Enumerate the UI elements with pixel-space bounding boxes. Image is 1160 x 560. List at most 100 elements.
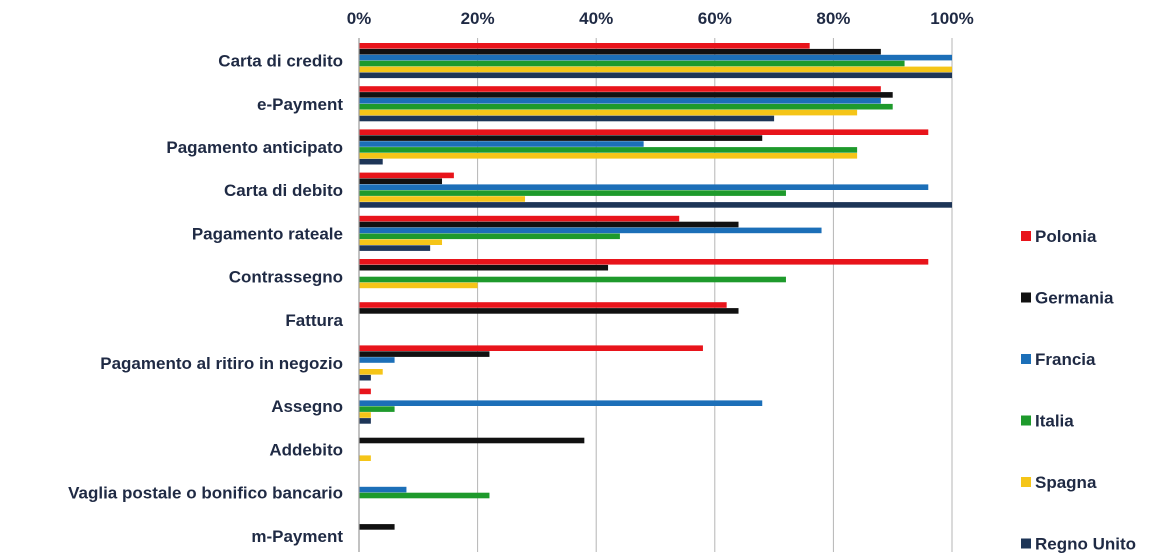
bar-regno-unito bbox=[359, 72, 952, 79]
bar-italia bbox=[359, 190, 786, 196]
category-label: Addebito bbox=[269, 440, 343, 459]
bar-polonia bbox=[359, 259, 929, 265]
bar-germania bbox=[359, 264, 609, 271]
x-tick-label: 20% bbox=[461, 9, 495, 28]
legend-label: Francia bbox=[1035, 350, 1096, 369]
bar-italia bbox=[359, 406, 395, 412]
bar-group bbox=[359, 486, 490, 499]
bar-spagna bbox=[359, 239, 443, 245]
bar-germania bbox=[359, 437, 585, 444]
bar-italia bbox=[359, 233, 620, 240]
bar-regno-unito bbox=[359, 374, 371, 381]
legend-item: Polonia bbox=[1021, 227, 1097, 246]
x-axis-ticks: 0% 20% 40% 60% 80% 100% bbox=[347, 9, 974, 28]
category-label: Contrassegno bbox=[229, 268, 343, 287]
bar-polonia bbox=[359, 43, 810, 49]
bar-spagna bbox=[359, 153, 858, 159]
legend-swatch bbox=[1021, 415, 1031, 426]
legend: Polonia Germania Francia Italia Spagna Regno … bbox=[1021, 227, 1136, 554]
x-tick-label: 80% bbox=[816, 9, 850, 28]
legend-item: Italia bbox=[1021, 412, 1074, 431]
category-label: e-Payment bbox=[257, 95, 343, 114]
bar-group bbox=[359, 302, 739, 314]
category-label: m-Payment bbox=[251, 527, 343, 546]
bar-spagna bbox=[359, 455, 371, 461]
bar-italia bbox=[359, 60, 905, 67]
bar-group bbox=[359, 524, 395, 530]
bar-group bbox=[359, 129, 929, 165]
legend-item: Regno Unito bbox=[1021, 535, 1136, 554]
legend-item: Francia bbox=[1021, 350, 1096, 369]
bar-regno-unito bbox=[359, 418, 371, 424]
bar-regno-unito bbox=[359, 245, 431, 251]
bar-polonia bbox=[359, 86, 881, 92]
x-tick-label: 40% bbox=[579, 9, 613, 28]
bar-germania bbox=[359, 48, 881, 55]
bar-group bbox=[359, 86, 893, 122]
bar-germania bbox=[359, 308, 739, 314]
category-label: Pagamento anticipato bbox=[166, 138, 343, 157]
grid-lines bbox=[477, 38, 953, 552]
legend-label: Italia bbox=[1035, 412, 1074, 431]
bar-germania bbox=[359, 524, 395, 530]
bar-spagna bbox=[359, 109, 858, 116]
bar-polonia bbox=[359, 302, 727, 308]
x-tick-label: 100% bbox=[930, 9, 973, 28]
legend-item: Spagna bbox=[1021, 473, 1097, 492]
legend-label: Spagna bbox=[1035, 473, 1097, 492]
category-label: Assegno bbox=[271, 397, 343, 416]
bar-group bbox=[359, 215, 822, 251]
bar-italia bbox=[359, 492, 490, 499]
bar-regno-unito bbox=[359, 158, 383, 165]
bars bbox=[359, 43, 952, 530]
bar-francia bbox=[359, 486, 407, 493]
category-label: Fattura bbox=[285, 311, 343, 330]
bar-francia bbox=[359, 184, 929, 190]
bar-italia bbox=[359, 103, 893, 110]
bar-polonia bbox=[359, 129, 929, 135]
bar-polonia bbox=[359, 215, 680, 222]
bar-group bbox=[359, 345, 703, 381]
bar-group bbox=[359, 437, 585, 461]
bar-polonia bbox=[359, 388, 371, 395]
legend-swatch bbox=[1021, 538, 1031, 549]
bar-francia bbox=[359, 357, 395, 363]
bar-spagna bbox=[359, 282, 478, 289]
bar-spagna bbox=[359, 196, 526, 202]
legend-swatch bbox=[1021, 292, 1031, 303]
bar-regno-unito bbox=[359, 115, 775, 122]
bar-germania bbox=[359, 178, 443, 185]
bar-polonia bbox=[359, 345, 703, 351]
legend-swatch bbox=[1021, 354, 1031, 364]
bar-francia bbox=[359, 54, 952, 61]
bar-group bbox=[359, 172, 952, 208]
category-label: Pagamento al ritiro in negozio bbox=[100, 354, 343, 373]
bar-germania bbox=[359, 351, 490, 357]
legend-item: Germania bbox=[1021, 289, 1114, 308]
x-tick-label: 0% bbox=[347, 9, 372, 28]
category-label: Vaglia postale o bonifico bancario bbox=[68, 484, 343, 503]
bar-germania bbox=[359, 221, 739, 228]
bar-group bbox=[359, 43, 952, 79]
bar-polonia bbox=[359, 172, 454, 179]
bar-regno-unito bbox=[359, 202, 952, 208]
bar-spagna bbox=[359, 369, 383, 375]
bar-group bbox=[359, 259, 929, 289]
bar-francia bbox=[359, 141, 644, 147]
bar-spagna bbox=[359, 66, 952, 73]
bar-spagna bbox=[359, 412, 371, 418]
legend-label: Regno Unito bbox=[1035, 535, 1136, 554]
legend-swatch bbox=[1021, 477, 1031, 487]
category-label: Pagamento rateale bbox=[192, 224, 343, 243]
legend-label: Germania bbox=[1035, 289, 1114, 308]
bar-italia bbox=[359, 147, 858, 153]
legend-label: Polonia bbox=[1035, 227, 1097, 246]
bar-group bbox=[359, 388, 763, 424]
bar-italia bbox=[359, 276, 786, 283]
bar-germania bbox=[359, 135, 763, 141]
bar-francia bbox=[359, 98, 881, 104]
category-label: Carta di debito bbox=[224, 181, 343, 200]
bar-germania bbox=[359, 92, 893, 98]
